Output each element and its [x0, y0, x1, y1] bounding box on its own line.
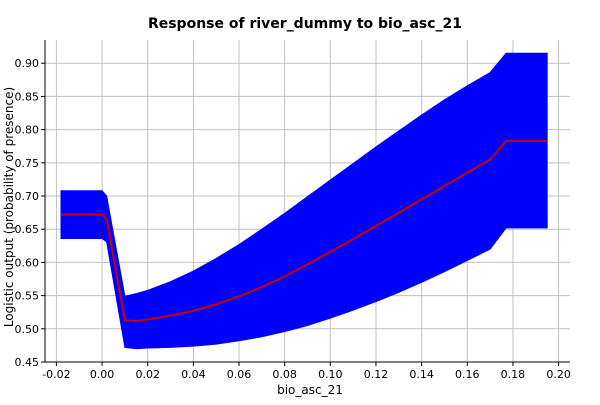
x-tick-label: 0.10: [318, 368, 343, 381]
x-tick-label: 0.08: [272, 368, 297, 381]
y-tick-label: 0.70: [15, 190, 40, 203]
x-tick-label: 0.14: [409, 368, 434, 381]
y-tick-label: 0.50: [15, 323, 40, 336]
confidence-band: [60, 52, 548, 350]
y-tick-label: 0.80: [15, 124, 40, 137]
y-tick-label: 0.75: [15, 157, 40, 170]
x-tick-label: 0.18: [501, 368, 526, 381]
x-tick-label: 0.02: [135, 368, 160, 381]
mean-response-line: [60, 139, 548, 322]
y-tick-label: 0.90: [15, 57, 40, 70]
y-tick-label: 0.45: [15, 356, 40, 369]
confidence-band-area: [60, 52, 548, 350]
y-tick-label: 0.65: [15, 223, 40, 236]
x-tick-label: 0.00: [90, 368, 115, 381]
y-tick-label: 0.60: [15, 256, 40, 269]
x-tick-label: 0.06: [227, 368, 252, 381]
chart-title: Response of river_dummy to bio_asc_21: [148, 16, 462, 32]
axes: -0.02 0.00 0.02 0.04 0.06 0.08 0.10 0.12 0.14 0.1…: [15, 40, 571, 381]
x-tick-label: 0.20: [546, 368, 571, 381]
y-tick-label: 0.85: [15, 90, 40, 103]
y-axis-label: Logistic output (probability of presence…: [2, 87, 16, 327]
y-tick-label: 0.55: [15, 290, 40, 303]
x-tick-label: 0.16: [455, 368, 480, 381]
x-tick-label: -0.02: [42, 368, 70, 381]
x-axis-label: bio_asc_21: [277, 383, 343, 397]
x-tick-label: 0.12: [364, 368, 389, 381]
x-tick-label: 0.04: [181, 368, 206, 381]
mean-line: [60, 139, 548, 322]
